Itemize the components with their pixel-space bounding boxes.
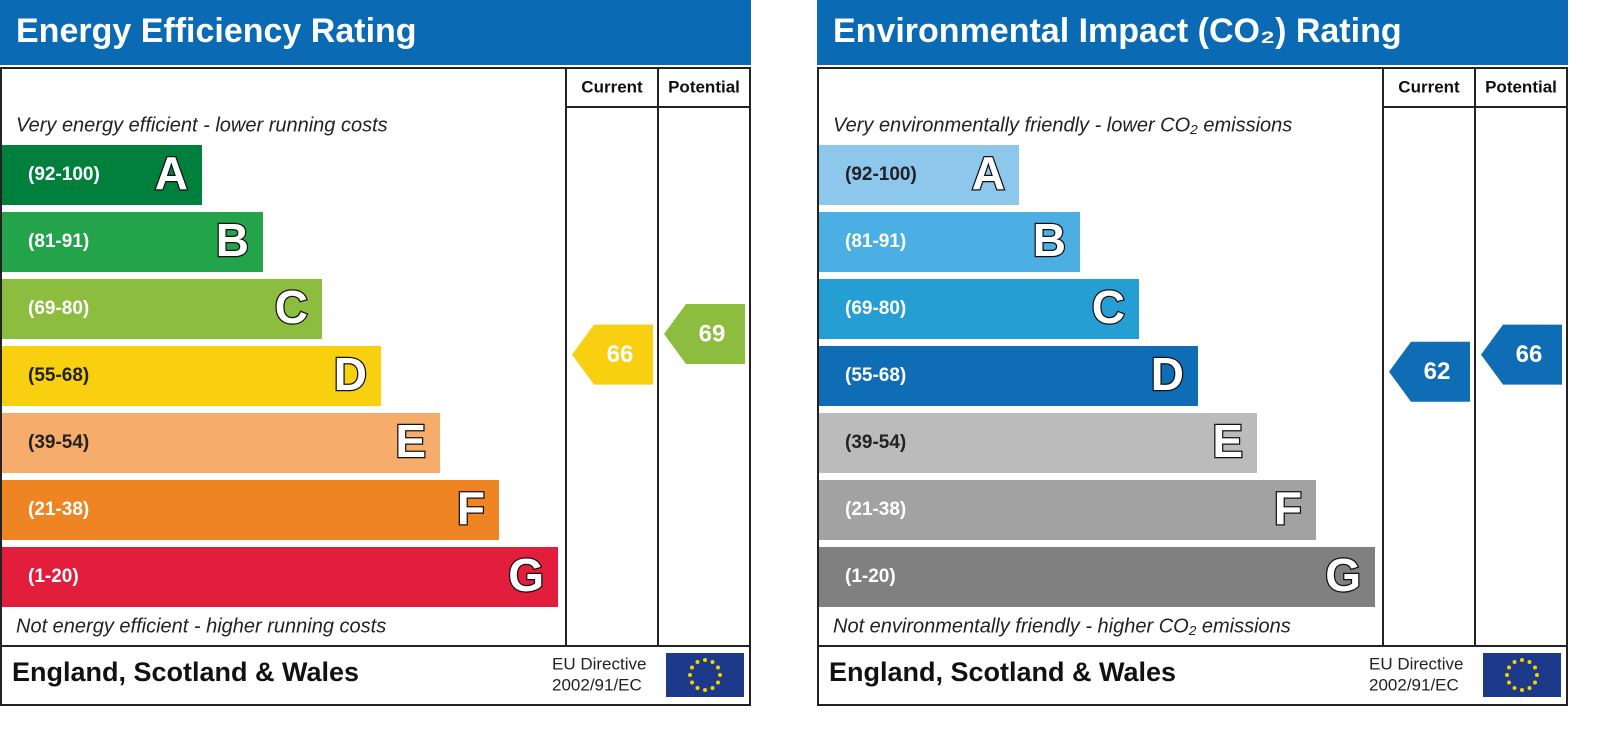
band-letter: C: [1092, 281, 1125, 333]
band-letter: G: [1325, 549, 1361, 601]
eu-star: [1527, 685, 1532, 690]
rating-band: [819, 480, 1316, 540]
band-range: (69-80): [845, 298, 906, 319]
rating-band: [2, 480, 499, 540]
band-range: (69-80): [28, 298, 89, 319]
eu-star: [1532, 680, 1537, 685]
top-note: Very environmentally friendly - lower CO…: [833, 114, 1292, 136]
rating-band: [2, 145, 202, 205]
title-bar: [0, 0, 751, 65]
band-letter: D: [334, 348, 367, 400]
eu-star: [1507, 665, 1512, 670]
rating-arrow: [1389, 341, 1470, 402]
eu-star: [710, 660, 715, 665]
eu-star: [703, 688, 707, 692]
eu-star: [1520, 658, 1524, 662]
band-range: (92-100): [28, 164, 100, 185]
top-note: Very energy efficient - lower running co…: [16, 114, 388, 136]
eu-star: [1512, 685, 1517, 690]
footer-directive: 2002/91/EC: [1369, 675, 1459, 694]
band-range: (55-68): [845, 365, 906, 386]
band-letter: B: [1033, 214, 1066, 266]
rating-arrow: [664, 304, 745, 364]
band-range: (39-54): [28, 432, 89, 453]
rating-arrow: [1481, 324, 1562, 385]
band-range: (21-38): [845, 499, 906, 520]
eu-star: [715, 680, 720, 685]
eu-star: [695, 660, 700, 665]
rating-band: [819, 547, 1375, 607]
band-range: (81-91): [845, 231, 906, 252]
rating-band: [819, 413, 1257, 473]
rating-band: [819, 212, 1080, 272]
rating-value: 66: [607, 341, 634, 368]
bottom-note: Not energy efficient - higher running co…: [16, 615, 386, 637]
eu-star: [703, 658, 707, 662]
band-range: (1-20): [28, 566, 79, 587]
band-letter: E: [1212, 415, 1243, 467]
rating-value: 62: [1424, 358, 1451, 385]
rating-arrow: [572, 324, 653, 385]
eu-star: [695, 685, 700, 690]
band-range: (92-100): [845, 164, 917, 185]
panel-title: Environmental Impact (CO₂) Rating: [833, 12, 1402, 50]
footer-region: England, Scotland & Wales: [12, 657, 359, 687]
band-letter: F: [1274, 482, 1302, 534]
band-letter: B: [216, 214, 249, 266]
eu-star: [710, 685, 715, 690]
footer-directive: 2002/91/EC: [552, 675, 642, 694]
bottom-note: Not environmentally friendly - higher CO…: [833, 615, 1291, 637]
eu-star: [1505, 673, 1509, 677]
band-letter: E: [395, 415, 426, 467]
band-range: (1-20): [845, 566, 896, 587]
column-header: Current: [581, 77, 643, 96]
eu-star: [1520, 688, 1524, 692]
eu-star: [690, 665, 695, 670]
rating-panel: Environmental Impact (CO₂) Rating Current…: [817, 0, 1568, 706]
band-range: (81-91): [28, 231, 89, 252]
rating-band: [2, 279, 322, 339]
eu-star: [718, 673, 722, 677]
band-letter: D: [1151, 348, 1184, 400]
band-letter: F: [457, 482, 485, 534]
eu-star: [1532, 665, 1537, 670]
rating-band: [2, 346, 381, 406]
band-range: (55-68): [28, 365, 89, 386]
rating-value: 69: [699, 320, 726, 347]
band-range: (39-54): [845, 432, 906, 453]
eu-star: [1535, 673, 1539, 677]
rating-band: [2, 413, 440, 473]
band-letter: A: [155, 147, 188, 199]
footer-directive: EU Directive: [552, 654, 646, 673]
panel-title: Energy Efficiency Rating: [16, 12, 417, 50]
rating-band: [819, 145, 1019, 205]
band-letter: A: [972, 147, 1005, 199]
eu-star: [688, 673, 692, 677]
column-header: Potential: [668, 77, 740, 96]
footer-region: England, Scotland & Wales: [829, 657, 1176, 687]
rating-band: [819, 346, 1198, 406]
rating-value: 66: [1516, 341, 1543, 368]
title-bar: [817, 0, 1568, 65]
band-range: (21-38): [28, 499, 89, 520]
eu-star: [690, 680, 695, 685]
rating-panel: Energy Efficiency Rating Current Potential…: [0, 0, 751, 706]
column-header: Potential: [1485, 77, 1557, 96]
rating-band: [819, 279, 1139, 339]
eu-star: [1512, 660, 1517, 665]
footer-directive: EU Directive: [1369, 654, 1463, 673]
eu-star: [715, 665, 720, 670]
rating-band: [2, 212, 263, 272]
band-letter: C: [275, 281, 308, 333]
column-header: Current: [1398, 77, 1460, 96]
band-letter: G: [508, 549, 544, 601]
rating-band: [2, 547, 558, 607]
eu-star: [1507, 680, 1512, 685]
eu-star: [1527, 660, 1532, 665]
